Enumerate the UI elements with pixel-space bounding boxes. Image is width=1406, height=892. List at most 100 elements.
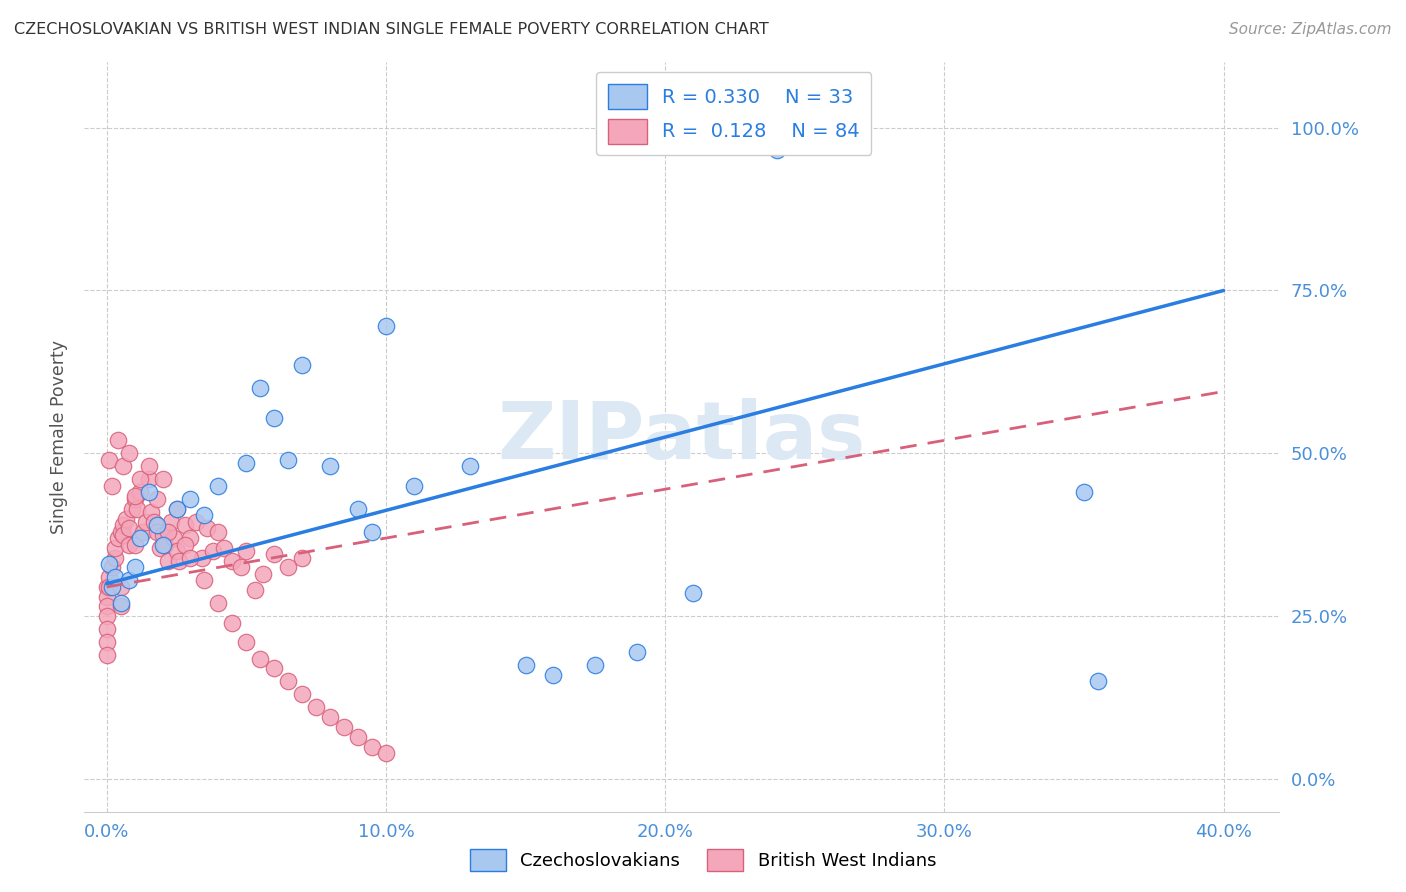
Point: [124, 538, 146, 552]
Point: [249, 381, 271, 395]
Point: [146, 518, 169, 533]
Point: [235, 544, 257, 558]
Text: Source: ZipAtlas.com: Source: ZipAtlas.com: [1229, 22, 1392, 37]
Point: [169, 554, 191, 568]
Point: [207, 479, 229, 493]
Point: [173, 538, 195, 552]
Point: [305, 700, 328, 714]
Point: [243, 583, 266, 598]
Point: [179, 531, 201, 545]
Legend: R = 0.330    N = 33, R =  0.128    N = 84: R = 0.330 N = 33, R = 0.128 N = 84: [596, 72, 872, 155]
Point: [361, 739, 384, 754]
Point: [207, 596, 229, 610]
Point: [347, 501, 370, 516]
Point: [235, 456, 257, 470]
Point: [207, 524, 229, 539]
Point: [107, 434, 129, 448]
Point: [143, 515, 166, 529]
Point: [101, 560, 124, 574]
Point: [583, 658, 606, 673]
Point: [152, 528, 174, 542]
Point: [319, 459, 342, 474]
Point: [138, 472, 160, 486]
Point: [319, 710, 342, 724]
Y-axis label: Single Female Poverty: Single Female Poverty: [49, 340, 67, 534]
Point: [146, 491, 169, 506]
Point: [96, 648, 118, 663]
Point: [229, 560, 252, 574]
Point: [277, 453, 299, 467]
Point: [263, 410, 285, 425]
Point: [374, 319, 396, 334]
Point: [98, 580, 121, 594]
Point: [118, 538, 141, 552]
Point: [138, 485, 160, 500]
Point: [104, 541, 127, 555]
Point: [179, 491, 201, 506]
Point: [166, 501, 188, 516]
Point: [152, 538, 174, 552]
Point: [96, 609, 118, 624]
Point: [249, 651, 271, 665]
Point: [1087, 674, 1109, 689]
Point: [110, 599, 132, 614]
Point: [98, 453, 121, 467]
Point: [115, 511, 138, 525]
Point: [96, 622, 118, 636]
Point: [626, 645, 648, 659]
Point: [118, 574, 141, 588]
Point: [107, 531, 129, 545]
Point: [118, 446, 141, 460]
Point: [221, 615, 243, 630]
Point: [110, 524, 132, 539]
Point: [252, 566, 274, 581]
Point: [402, 479, 425, 493]
Point: [263, 547, 285, 561]
Point: [347, 730, 370, 744]
Point: [141, 505, 163, 519]
Point: [118, 521, 141, 535]
Point: [682, 586, 704, 600]
Point: [110, 580, 132, 594]
Point: [110, 596, 132, 610]
Point: [157, 554, 180, 568]
Point: [96, 580, 118, 594]
Point: [291, 688, 314, 702]
Point: [98, 557, 121, 571]
Point: [221, 554, 243, 568]
Point: [291, 550, 314, 565]
Point: [124, 489, 146, 503]
Point: [458, 459, 481, 474]
Point: [515, 658, 537, 673]
Point: [291, 359, 314, 373]
Point: [766, 144, 789, 158]
Point: [112, 459, 135, 474]
Point: [163, 531, 186, 545]
Point: [173, 518, 195, 533]
Point: [129, 531, 152, 545]
Point: [179, 550, 201, 565]
Point: [152, 472, 174, 486]
Point: [112, 518, 135, 533]
Point: [104, 570, 127, 584]
Point: [96, 590, 118, 604]
Point: [124, 560, 146, 574]
Point: [124, 491, 146, 506]
Point: [201, 544, 224, 558]
Point: [190, 550, 212, 565]
Point: [112, 528, 135, 542]
Point: [333, 720, 356, 734]
Point: [101, 479, 124, 493]
Point: [146, 524, 169, 539]
Point: [1073, 485, 1095, 500]
Point: [155, 538, 177, 552]
Text: ZIPatlas: ZIPatlas: [498, 398, 866, 476]
Point: [104, 550, 127, 565]
Point: [543, 668, 565, 682]
Point: [166, 501, 188, 516]
Point: [361, 524, 384, 539]
Point: [277, 560, 299, 574]
Point: [235, 635, 257, 649]
Point: [127, 501, 149, 516]
Point: [277, 674, 299, 689]
